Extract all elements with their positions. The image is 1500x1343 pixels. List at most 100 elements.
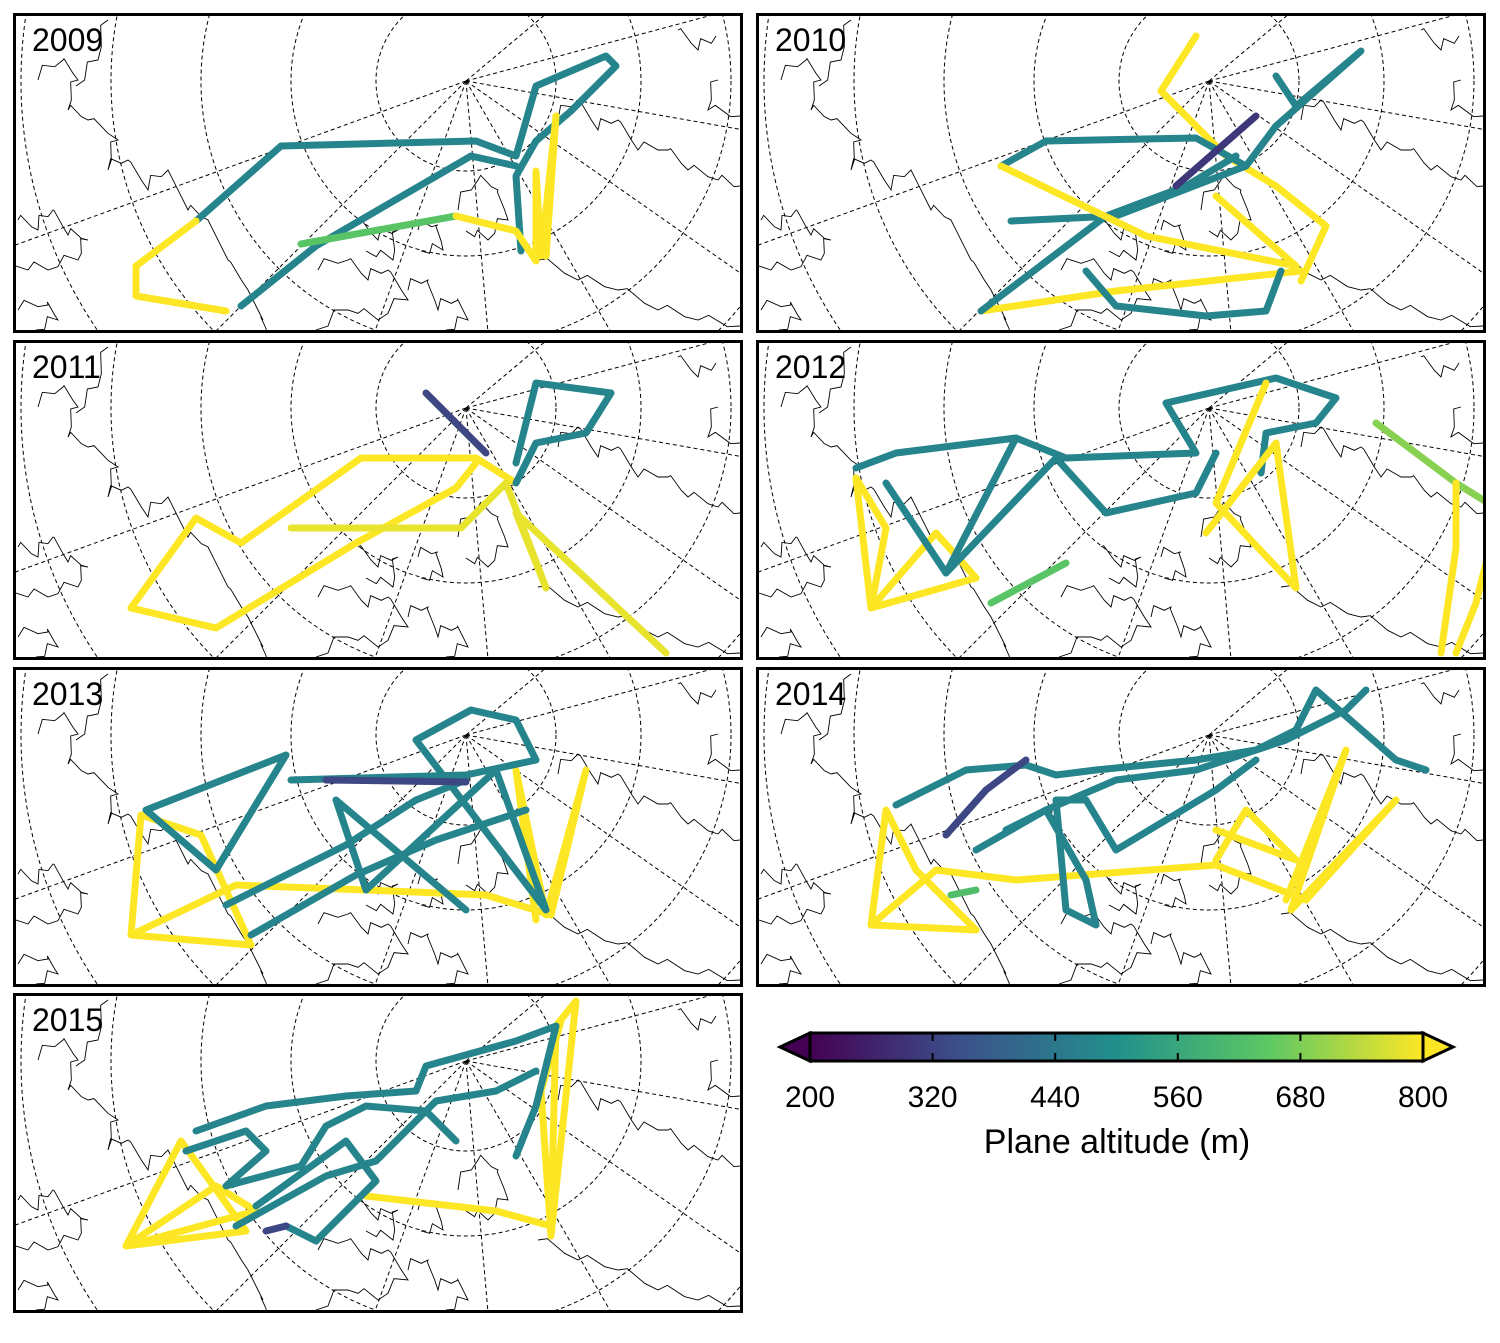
coastline xyxy=(17,953,60,984)
meridian-line xyxy=(759,80,1210,246)
flight-track xyxy=(867,806,1020,934)
coastline xyxy=(75,673,109,741)
latitude-circle xyxy=(1033,343,1385,584)
colorbar-tick-label: 200 xyxy=(785,1081,835,1114)
coastline xyxy=(707,406,740,445)
meridian-line xyxy=(16,80,467,246)
map-panel-2013: 2013 xyxy=(13,667,743,987)
meridian-line xyxy=(374,407,467,657)
meridian-line xyxy=(465,80,611,330)
coastline xyxy=(457,828,509,895)
colorbar-tick-label: 800 xyxy=(1398,1081,1448,1114)
map-panel-2010: 2010 xyxy=(756,13,1486,333)
latitude-circle xyxy=(290,16,642,257)
meridian-line xyxy=(16,407,467,573)
flight-tracks xyxy=(127,379,670,657)
flight-track xyxy=(452,112,560,265)
latitude-circle xyxy=(943,343,1475,657)
coastline xyxy=(1058,912,1152,984)
latitude-circle xyxy=(290,996,642,1237)
flight-track xyxy=(1007,162,1250,225)
latitude-circle xyxy=(943,16,1475,330)
flight-track xyxy=(1002,756,1260,929)
meridian-line xyxy=(1208,734,1483,928)
meridian-line xyxy=(465,1060,489,1310)
coastline xyxy=(75,999,109,1067)
coastline xyxy=(75,19,109,87)
flight-track xyxy=(997,162,1300,270)
latitude-circle xyxy=(110,16,740,330)
flight-track xyxy=(1082,267,1285,320)
meridian-line xyxy=(1208,407,1232,657)
coastline xyxy=(537,912,740,982)
coastline xyxy=(780,57,1010,330)
meridian-line xyxy=(465,407,740,457)
coastlines xyxy=(759,19,1483,330)
flight-track xyxy=(362,997,580,1240)
flight-track xyxy=(232,1067,540,1230)
coastlines xyxy=(16,346,740,657)
flight-track xyxy=(182,1102,460,1190)
coastline xyxy=(1100,872,1142,915)
coastline xyxy=(417,546,444,581)
map-canvas xyxy=(16,343,740,657)
year-label: 2012 xyxy=(775,349,847,385)
meridian-line xyxy=(1208,670,1454,736)
flight-track xyxy=(222,776,470,909)
flight-tracks xyxy=(852,374,1483,657)
coastline xyxy=(537,585,740,655)
latitude-circle xyxy=(110,343,740,657)
meridian-line xyxy=(465,734,740,784)
flight-track xyxy=(142,751,290,874)
meridian-line xyxy=(374,80,467,330)
meridian-line xyxy=(1208,80,1354,330)
meridian-line xyxy=(1208,343,1454,409)
colorbar-gradient xyxy=(808,1031,1425,1063)
meridian-line xyxy=(465,407,489,657)
coastline xyxy=(818,346,852,414)
coastline xyxy=(759,536,832,598)
meridian-line xyxy=(1208,407,1483,601)
meridian-line xyxy=(465,670,711,736)
meridian-line xyxy=(465,80,489,330)
latitude-circle xyxy=(853,670,1483,984)
flight-track xyxy=(132,217,230,315)
coastline xyxy=(457,174,509,241)
coastline xyxy=(1200,174,1252,241)
meridian-line xyxy=(1208,670,1288,736)
meridian-line xyxy=(1208,734,1483,784)
flight-track xyxy=(362,766,590,924)
flight-track xyxy=(127,459,480,632)
coastline xyxy=(557,1079,740,1168)
year-label: 2013 xyxy=(32,676,104,712)
flight-track xyxy=(942,449,1220,577)
coastline xyxy=(1420,355,1460,378)
flight-track xyxy=(1012,746,1400,914)
coastline xyxy=(707,1059,740,1098)
coastline xyxy=(1160,546,1187,581)
flight-tracks xyxy=(127,706,590,949)
altitude-colorbar: 200 320 440 560 680 800 Plane altitude (m) xyxy=(770,1025,1470,1175)
coastline xyxy=(75,346,109,414)
flight-track xyxy=(192,1022,560,1160)
flight-tracks xyxy=(132,52,620,315)
latitude-circle xyxy=(200,996,732,1310)
flight-track xyxy=(942,756,1030,839)
graticule xyxy=(759,670,1483,984)
flight-track xyxy=(997,47,1365,170)
coastline xyxy=(537,258,740,328)
coastline xyxy=(457,1154,509,1221)
flight-track xyxy=(1437,479,1460,657)
coastline xyxy=(707,733,740,772)
coastline xyxy=(1200,828,1252,895)
meridian-line xyxy=(1208,407,1483,457)
flight-track xyxy=(237,152,520,310)
coastline xyxy=(407,278,469,330)
coastline xyxy=(780,384,1010,657)
meridian-line xyxy=(1208,16,1454,82)
coastline xyxy=(760,626,803,657)
meridian-line xyxy=(1117,407,1210,657)
flight-track xyxy=(127,811,370,949)
map-panel-2015: 2015 xyxy=(13,993,743,1313)
map-canvas xyxy=(16,16,740,330)
